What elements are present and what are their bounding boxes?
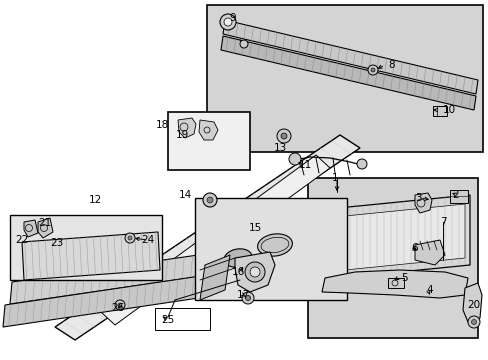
Bar xyxy=(195,198,346,300)
Polygon shape xyxy=(22,232,160,280)
Text: 13: 13 xyxy=(273,143,286,153)
Circle shape xyxy=(281,133,286,139)
Circle shape xyxy=(125,233,135,243)
Text: 1: 1 xyxy=(331,173,338,183)
Polygon shape xyxy=(200,255,229,300)
Text: 2: 2 xyxy=(452,190,458,200)
Text: 24: 24 xyxy=(141,235,154,245)
Polygon shape xyxy=(462,283,481,322)
Circle shape xyxy=(245,296,250,301)
Polygon shape xyxy=(414,240,444,265)
Circle shape xyxy=(206,197,213,203)
Text: 22: 22 xyxy=(15,235,29,245)
Text: 4: 4 xyxy=(426,285,432,295)
Bar xyxy=(206,5,482,152)
Polygon shape xyxy=(223,20,477,94)
Text: 9: 9 xyxy=(229,13,236,23)
Bar xyxy=(432,106,446,116)
Polygon shape xyxy=(199,120,218,140)
Text: 15: 15 xyxy=(248,223,261,233)
Circle shape xyxy=(288,153,301,165)
Polygon shape xyxy=(178,118,196,138)
Text: 7: 7 xyxy=(439,217,446,227)
Text: 19: 19 xyxy=(175,130,188,140)
Circle shape xyxy=(276,129,290,143)
Circle shape xyxy=(467,316,479,328)
Polygon shape xyxy=(221,36,475,110)
Circle shape xyxy=(242,292,253,304)
Bar xyxy=(449,190,467,203)
Circle shape xyxy=(128,236,132,240)
Circle shape xyxy=(356,159,366,169)
Text: 10: 10 xyxy=(442,105,455,115)
Polygon shape xyxy=(235,252,274,292)
Polygon shape xyxy=(321,270,467,298)
Text: 12: 12 xyxy=(88,195,102,205)
Polygon shape xyxy=(3,262,294,327)
Circle shape xyxy=(220,14,236,30)
Circle shape xyxy=(244,262,264,282)
Text: 14: 14 xyxy=(178,190,191,200)
Bar xyxy=(387,278,403,288)
Circle shape xyxy=(224,18,231,26)
Ellipse shape xyxy=(257,234,292,256)
Polygon shape xyxy=(10,238,314,304)
Circle shape xyxy=(370,68,374,72)
Text: 23: 23 xyxy=(50,238,63,248)
Text: 3: 3 xyxy=(414,193,421,203)
Text: 6: 6 xyxy=(411,243,417,253)
Circle shape xyxy=(470,320,475,324)
Polygon shape xyxy=(325,204,464,272)
Text: 11: 11 xyxy=(298,160,311,170)
Text: 21: 21 xyxy=(38,218,52,228)
Polygon shape xyxy=(55,135,359,340)
Circle shape xyxy=(367,65,377,75)
Circle shape xyxy=(240,40,247,48)
Polygon shape xyxy=(414,193,431,213)
Circle shape xyxy=(249,267,260,277)
Bar xyxy=(10,215,162,280)
Bar xyxy=(168,112,249,170)
Polygon shape xyxy=(317,195,469,280)
Ellipse shape xyxy=(224,249,251,267)
Polygon shape xyxy=(24,220,38,237)
Polygon shape xyxy=(101,155,329,325)
Bar xyxy=(155,308,209,330)
Circle shape xyxy=(115,300,125,310)
Text: 8: 8 xyxy=(388,60,394,70)
Text: 16: 16 xyxy=(231,267,244,277)
Text: 25: 25 xyxy=(161,315,174,325)
Text: 26: 26 xyxy=(111,303,124,313)
Text: 5: 5 xyxy=(401,273,407,283)
Text: 20: 20 xyxy=(467,300,480,310)
Text: 18: 18 xyxy=(155,120,168,130)
Bar xyxy=(307,178,477,338)
Text: 17: 17 xyxy=(236,290,249,300)
Circle shape xyxy=(203,193,217,207)
Circle shape xyxy=(118,303,122,307)
Polygon shape xyxy=(38,218,53,238)
